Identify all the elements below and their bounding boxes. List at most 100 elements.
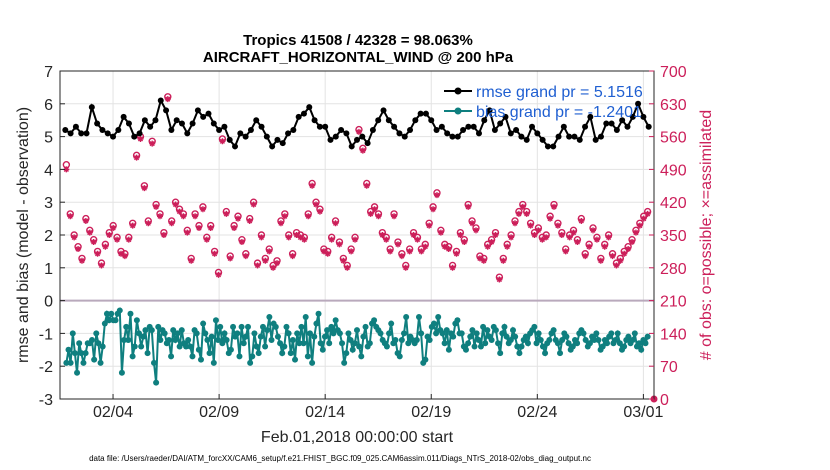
rmse-point-66 bbox=[412, 117, 419, 124]
rmse-point-41 bbox=[279, 140, 286, 147]
bias-point-8 bbox=[80, 359, 87, 366]
obs-assimilated-75 bbox=[355, 128, 362, 135]
obs-assimilated-54 bbox=[274, 260, 281, 267]
bias-point-40 bbox=[148, 327, 155, 334]
rmse-point-28 bbox=[210, 120, 217, 127]
obs-assimilated-37 bbox=[207, 224, 214, 231]
rmse-point-38 bbox=[263, 133, 270, 140]
bias-point-224 bbox=[542, 350, 549, 357]
bias-point-132 bbox=[345, 330, 352, 337]
bias-point-54 bbox=[178, 327, 185, 334]
rmse-point-76 bbox=[465, 123, 472, 130]
rmse-point-60 bbox=[380, 107, 387, 114]
bias-point-268 bbox=[636, 340, 643, 347]
bias-point-5 bbox=[74, 369, 81, 376]
rmse-point-3 bbox=[78, 130, 85, 137]
rmse-point-49 bbox=[322, 123, 329, 130]
rmse-point-21 bbox=[173, 117, 180, 124]
rmse-point-4 bbox=[83, 130, 90, 137]
rmse-point-15 bbox=[141, 117, 148, 124]
bias-point-44 bbox=[157, 336, 164, 343]
rmse-point-31 bbox=[226, 136, 233, 143]
left-axis-ticks: -3 -2 -1 0 1 2 3 4 5 6 7 bbox=[39, 64, 65, 409]
bias-point-142 bbox=[366, 340, 373, 347]
rmse-point-36 bbox=[253, 117, 260, 124]
rmse-point-8 bbox=[104, 130, 111, 137]
obs-assimilated-135 bbox=[590, 227, 597, 234]
bias-point-0 bbox=[63, 359, 70, 366]
plot-area: 02/04 02/09 02/14 02/19 02/24 03/01 -3 -2 -1 0 1 2… bbox=[39, 64, 687, 421]
rmse-point-110 bbox=[645, 123, 652, 130]
obs-assimilated-7 bbox=[90, 239, 97, 246]
rmse-point-34 bbox=[242, 133, 249, 140]
bias-point-87 bbox=[249, 353, 256, 360]
rmse-point-98 bbox=[582, 123, 589, 130]
obs-assimilated-102 bbox=[461, 239, 468, 246]
bias-point-258 bbox=[614, 330, 621, 337]
obs-assimilated-18 bbox=[133, 154, 140, 161]
bias-point-118 bbox=[315, 310, 322, 317]
bias-point-18 bbox=[101, 320, 108, 327]
bias-point-89 bbox=[253, 343, 260, 350]
obs-assimilated-69 bbox=[332, 220, 339, 227]
bias-point-232 bbox=[559, 336, 566, 343]
bias-point-117 bbox=[313, 320, 320, 327]
bias-point-128 bbox=[336, 330, 343, 337]
left-y-axis-label: rmse and bias (model - observation) bbox=[15, 107, 32, 363]
obs-assimilated-21 bbox=[145, 220, 152, 227]
obs-assimilated-74 bbox=[352, 236, 359, 243]
bias-point-215 bbox=[522, 333, 529, 340]
obs-assimilated-29 bbox=[176, 208, 183, 215]
obs-assimilated-126 bbox=[554, 222, 561, 229]
obs-assimilated-113 bbox=[504, 243, 511, 250]
left-tick-label-10: 7 bbox=[44, 64, 53, 81]
bias-point-82 bbox=[238, 323, 245, 330]
x-tick-label-3: 02/19 bbox=[411, 404, 451, 421]
bias-point-101 bbox=[279, 350, 286, 357]
legend-bias-label: bias grand pr = -1.2401 bbox=[476, 104, 642, 121]
bias-point-190 bbox=[469, 327, 476, 334]
bias-point-9 bbox=[82, 350, 89, 357]
obs-assimilated-128 bbox=[562, 248, 569, 255]
rmse-point-52 bbox=[338, 127, 345, 134]
bias-point-189 bbox=[467, 333, 474, 340]
obs-assimilated-139 bbox=[605, 234, 612, 241]
bias-point-191 bbox=[471, 343, 478, 350]
rmse-point-77 bbox=[470, 123, 477, 130]
rmse-point-23 bbox=[184, 130, 191, 137]
bias-point-221 bbox=[535, 330, 542, 337]
bias-point-257 bbox=[612, 336, 619, 343]
x-tick-label-5: 03/01 bbox=[623, 404, 663, 421]
rmse-point-0 bbox=[62, 127, 69, 134]
obs-assimilated-44 bbox=[235, 215, 242, 222]
rmse-point-101 bbox=[597, 133, 604, 140]
obs-assimilated-71 bbox=[340, 257, 347, 264]
bias-point-1 bbox=[65, 346, 72, 353]
obs-assimilated-67 bbox=[324, 250, 331, 257]
rmse-point-51 bbox=[332, 133, 339, 140]
rmse-point-73 bbox=[449, 133, 456, 140]
obs-assimilated-124 bbox=[547, 215, 554, 222]
bias-point-114 bbox=[306, 330, 313, 337]
bias-point-165 bbox=[415, 314, 422, 320]
bias-point-59 bbox=[189, 353, 196, 360]
obs-assimilated-148 bbox=[640, 215, 647, 222]
bias-point-36 bbox=[140, 333, 147, 340]
rmse-point-42 bbox=[285, 130, 292, 137]
bias-point-174 bbox=[435, 314, 442, 320]
bias-point-2 bbox=[67, 359, 74, 366]
obs-assimilated-127 bbox=[558, 232, 565, 238]
bias-point-211 bbox=[514, 343, 521, 350]
bias-point-38 bbox=[144, 350, 151, 357]
bias-point-197 bbox=[484, 327, 491, 334]
rmse-point-46 bbox=[306, 104, 313, 111]
bias-point-58 bbox=[187, 343, 194, 350]
obs-assimilated-87 bbox=[402, 264, 409, 271]
rmse-point-58 bbox=[369, 127, 376, 134]
rmse-point-103 bbox=[608, 120, 615, 127]
right-tick-label-0: 0 bbox=[660, 392, 669, 409]
bias-point-152 bbox=[388, 320, 395, 327]
bias-point-272 bbox=[644, 333, 651, 340]
rmse-point-68 bbox=[422, 110, 429, 117]
obs-assimilated-88 bbox=[406, 248, 413, 255]
